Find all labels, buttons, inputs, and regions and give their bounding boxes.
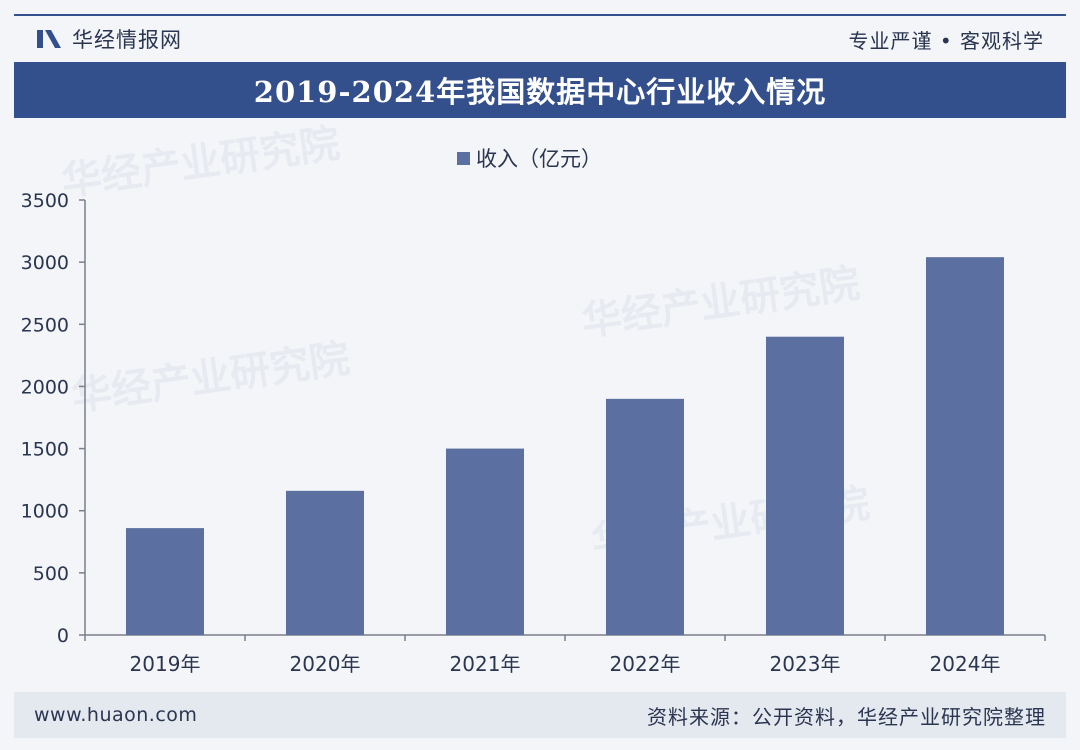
y-tick-label: 1000 xyxy=(21,501,69,523)
brand: 华经情报网 xyxy=(14,24,182,54)
website-link[interactable]: www.huaon.com xyxy=(34,704,198,726)
bar xyxy=(766,336,844,635)
legend-label: 收入（亿元） xyxy=(476,147,602,171)
y-tick-label: 2000 xyxy=(21,376,69,398)
bar xyxy=(126,528,204,635)
chart-title: 2019-2024年我国数据中心行业收入情况 xyxy=(253,75,827,109)
title-bar: 2019-2024年我国数据中心行业收入情况 xyxy=(14,62,1066,118)
x-axis-ticks: 2019年 2020年 2021年 2022年 2023年 2024年 xyxy=(84,635,1046,676)
y-axis-ticks: 0 500 1000 1500 2000 2500 3000 3500 xyxy=(21,190,85,647)
footer: www.huaon.com 资料来源：公开资料，华经产业研究院整理 xyxy=(14,692,1066,738)
huajing-logo-icon xyxy=(37,30,61,48)
bar xyxy=(446,448,524,635)
bar xyxy=(926,257,1004,635)
bar xyxy=(286,490,364,635)
y-tick-label: 500 xyxy=(33,563,69,585)
x-tick-label: 2023年 xyxy=(770,652,841,676)
brand-name: 华经情报网 xyxy=(72,28,182,52)
y-tick-label: 3000 xyxy=(21,252,69,274)
y-tick-label: 2500 xyxy=(21,314,69,336)
axes xyxy=(84,200,1045,636)
x-tick-label: 2024年 xyxy=(930,652,1001,676)
x-tick-label: 2022年 xyxy=(610,652,681,676)
slogan: 专业严谨 • 客观科学 xyxy=(848,28,1044,53)
source-note: 资料来源：公开资料，华经产业研究院整理 xyxy=(647,704,1046,729)
y-tick-label: 0 xyxy=(57,625,69,647)
bars xyxy=(126,257,1004,635)
bar xyxy=(606,398,684,635)
header: 华经情报网 专业严谨 • 客观科学 xyxy=(14,18,1066,60)
top-rule xyxy=(14,14,1066,16)
y-tick-label: 3500 xyxy=(21,190,69,212)
legend-swatch xyxy=(457,152,470,165)
x-tick-label: 2019年 xyxy=(130,652,201,676)
x-tick-label: 2021年 xyxy=(450,652,521,676)
x-tick-label: 2020年 xyxy=(290,652,361,676)
legend: 收入（亿元） xyxy=(457,147,602,171)
y-tick-label: 1500 xyxy=(21,439,69,461)
